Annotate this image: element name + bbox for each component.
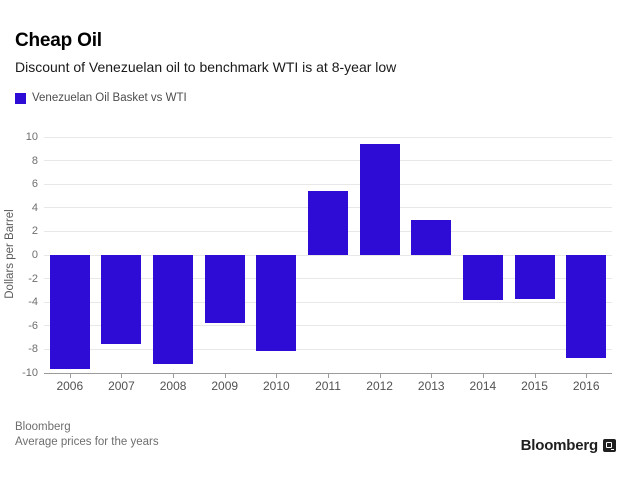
y-tick-label: 0 xyxy=(31,249,38,261)
bar-2008 xyxy=(153,255,194,364)
x-axis-labels: 2006 2007 2008 2009 2010 2011 2012 2013 2014 2015… xyxy=(44,379,612,395)
x-tick-label: 2006 xyxy=(56,379,84,393)
gridline xyxy=(44,160,612,162)
x-axis-line xyxy=(44,373,612,374)
x-tick xyxy=(379,374,381,378)
bloomberg-logo-icon xyxy=(603,439,616,452)
page-title: Cheap Oil xyxy=(15,30,102,51)
bar-2006 xyxy=(49,255,90,370)
gridline xyxy=(44,254,612,256)
gridline xyxy=(44,136,612,138)
gridline xyxy=(44,301,612,303)
x-tick xyxy=(173,374,175,378)
x-tick-label: 2016 xyxy=(572,379,600,393)
bar-2016 xyxy=(566,255,607,358)
x-tick xyxy=(224,374,226,378)
y-tick-label: 4 xyxy=(31,201,38,214)
gridline xyxy=(44,325,612,327)
source-note: Bloomberg Average prices for the years xyxy=(15,420,159,450)
y-tick-label: -6 xyxy=(28,319,38,332)
y-tick-label: 8 xyxy=(31,154,38,167)
bloomberg-brand: Bloomberg xyxy=(521,437,616,454)
x-tick xyxy=(482,374,484,378)
bar-2014 xyxy=(462,255,503,300)
legend-swatch-icon xyxy=(15,92,26,104)
y-tick-label: -8 xyxy=(28,343,38,356)
y-tick-label: 2 xyxy=(31,225,38,238)
y-tick-label: -10 xyxy=(22,367,38,379)
x-tick xyxy=(586,374,588,378)
y-tick-label: -2 xyxy=(28,272,38,285)
gridline xyxy=(44,278,612,280)
x-tick-label: 2009 xyxy=(211,379,239,393)
x-tick-label: 2013 xyxy=(417,379,445,393)
note-line: Average prices for the years xyxy=(15,436,159,448)
gridline xyxy=(44,183,612,185)
bar-2015 xyxy=(514,255,555,299)
x-tick xyxy=(121,374,123,378)
gridline xyxy=(44,348,612,350)
x-tick-label: 2014 xyxy=(469,379,497,393)
source-line: Bloomberg xyxy=(15,421,71,433)
bloomberg-wordmark: Bloomberg xyxy=(520,437,599,454)
legend: Venezuelan Oil Basket vs WTI xyxy=(15,92,187,104)
x-tick-label: 2010 xyxy=(262,379,290,393)
bar-2012 xyxy=(359,144,400,255)
bar-2010 xyxy=(256,255,297,351)
x-tick-label: 2015 xyxy=(521,379,548,393)
bar-2013 xyxy=(411,219,452,255)
x-tick-label: 2008 xyxy=(159,379,187,393)
chart-subtitle: Discount of Venezuelan oil to benchmark … xyxy=(15,59,397,75)
bar-2009 xyxy=(204,255,245,324)
x-tick xyxy=(534,374,536,378)
chart-region: 10 8 6 4 2 0 -2 -4 -6 -8 -10 xyxy=(0,131,630,379)
x-tick xyxy=(431,374,433,378)
x-tick xyxy=(276,374,278,378)
x-tick-label: 2011 xyxy=(315,379,341,393)
x-tick xyxy=(69,374,71,378)
y-tick-label: 6 xyxy=(31,178,38,191)
bar-2011 xyxy=(308,191,348,255)
plot-area xyxy=(44,136,612,378)
x-tick-label: 2012 xyxy=(366,379,393,393)
x-tick-label: 2007 xyxy=(108,379,135,393)
y-tick-label: -4 xyxy=(28,296,38,309)
y-tick-label: 10 xyxy=(25,131,38,143)
bar-2007 xyxy=(101,255,142,344)
x-tick xyxy=(328,374,329,378)
legend-label: Venezuelan Oil Basket vs WTI xyxy=(32,92,187,104)
